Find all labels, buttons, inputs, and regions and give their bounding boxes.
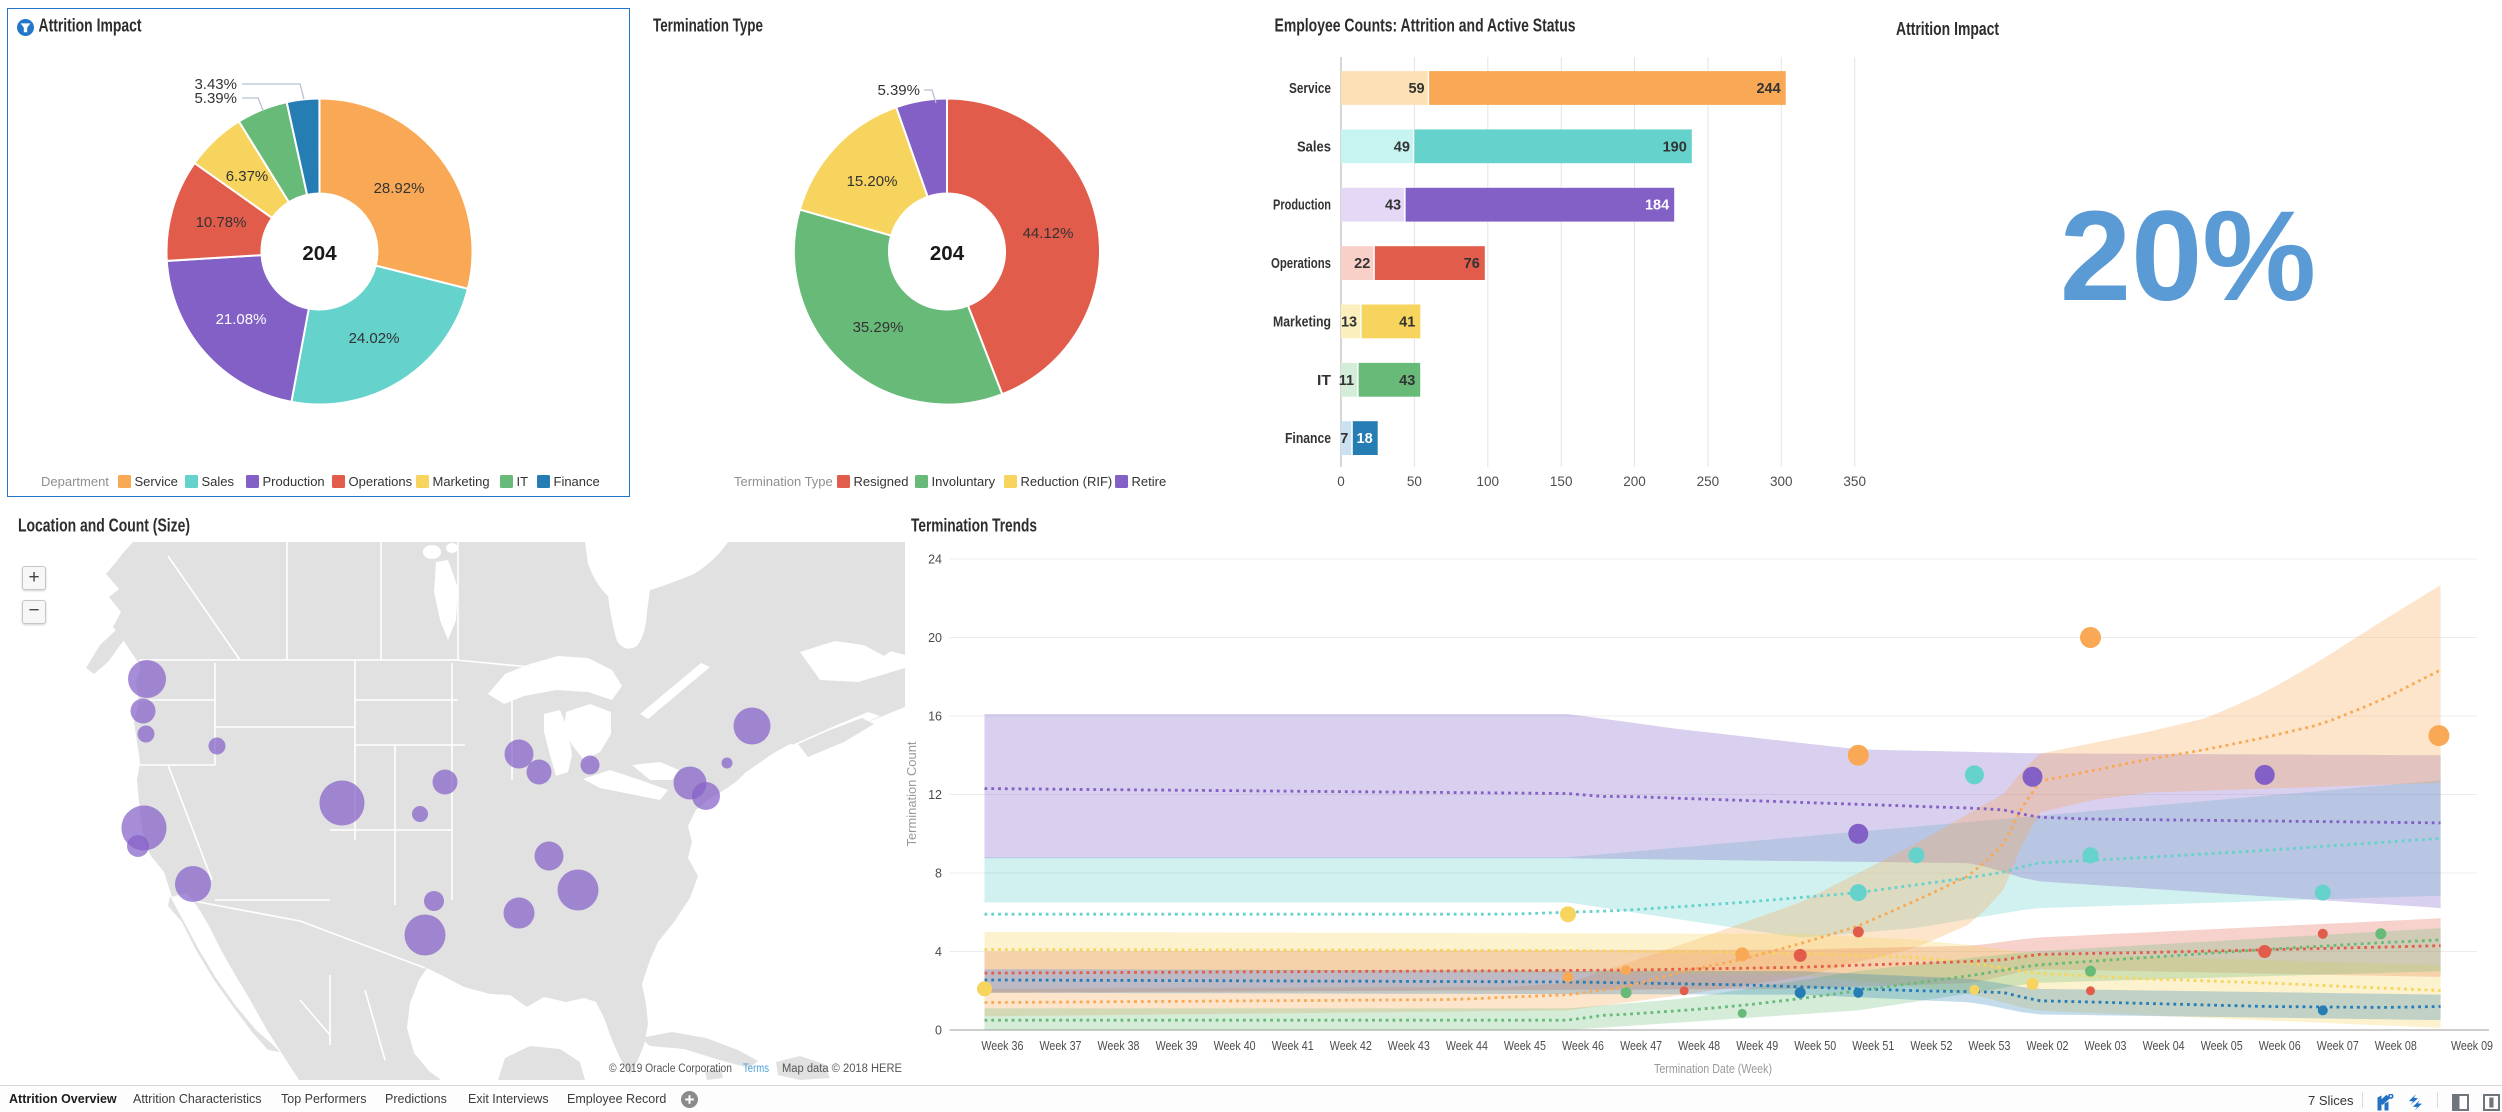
svg-text:Week 36: Week 36 [981, 1038, 1023, 1053]
svg-text:Week 37: Week 37 [1040, 1038, 1082, 1053]
svg-text:18: 18 [1357, 431, 1373, 447]
svg-text:204: 204 [302, 242, 337, 265]
svg-text:50: 50 [1407, 474, 1422, 489]
svg-text:Week 39: Week 39 [1156, 1038, 1198, 1053]
svg-text:244: 244 [1756, 81, 1780, 97]
svg-text:11: 11 [1339, 373, 1354, 389]
svg-text:24.02%: 24.02% [349, 330, 400, 347]
svg-text:Employee Counts: Attrition and: Employee Counts: Attrition and Active St… [1275, 15, 1576, 35]
svg-text:44.12%: 44.12% [1023, 225, 1074, 242]
svg-text:0: 0 [935, 1024, 942, 1038]
svg-text:Week 06: Week 06 [2259, 1038, 2301, 1053]
svg-text:© 2019 Oracle Corporation: © 2019 Oracle Corporation [609, 1063, 732, 1075]
svg-text:Week 52: Week 52 [1910, 1038, 1952, 1053]
svg-text:Finance: Finance [1285, 431, 1331, 447]
svg-text:Week 08: Week 08 [2375, 1038, 2417, 1053]
svg-text:Week 47: Week 47 [1620, 1038, 1662, 1053]
svg-text:Operations: Operations [1271, 256, 1331, 272]
svg-text:49: 49 [1394, 139, 1410, 155]
svg-text:Week 43: Week 43 [1388, 1038, 1430, 1053]
svg-text:13: 13 [1341, 314, 1357, 330]
svg-text:Week 38: Week 38 [1098, 1038, 1140, 1053]
svg-text:12: 12 [928, 788, 942, 802]
svg-text:300: 300 [1770, 474, 1793, 489]
svg-text:Week 03: Week 03 [2085, 1038, 2127, 1053]
svg-text:350: 350 [1843, 474, 1866, 489]
svg-text:Sales: Sales [1297, 139, 1331, 155]
svg-text:Map data © 2018 HERE: Map data © 2018 HERE [782, 1063, 902, 1075]
svg-text:59: 59 [1408, 81, 1424, 97]
svg-text:6.37%: 6.37% [226, 168, 269, 185]
svg-text:204: 204 [930, 242, 965, 265]
svg-text:8: 8 [935, 867, 942, 881]
svg-text:Attrition Impact: Attrition Impact [39, 15, 142, 35]
svg-text:Week 02: Week 02 [2027, 1038, 2069, 1053]
svg-text:Week 42: Week 42 [1330, 1038, 1372, 1053]
svg-text:Week 09: Week 09 [2451, 1038, 2493, 1053]
svg-text:Week 53: Week 53 [1968, 1038, 2010, 1053]
svg-text:5.39%: 5.39% [877, 82, 920, 99]
svg-text:4: 4 [935, 945, 942, 959]
svg-text:35.29%: 35.29% [853, 319, 904, 336]
svg-text:28.92%: 28.92% [374, 180, 425, 197]
svg-text:43: 43 [1399, 373, 1415, 389]
svg-text:Week 07: Week 07 [2317, 1038, 2359, 1053]
svg-text:Week 40: Week 40 [1214, 1038, 1256, 1053]
svg-text:Week 45: Week 45 [1504, 1038, 1546, 1053]
svg-text:Week 50: Week 50 [1794, 1038, 1836, 1053]
svg-text:150: 150 [1550, 474, 1573, 489]
svg-text:Week 49: Week 49 [1736, 1038, 1778, 1053]
svg-text:Attrition Impact: Attrition Impact [1896, 19, 1999, 39]
svg-text:Week 04: Week 04 [2143, 1038, 2185, 1053]
svg-text:3.43%: 3.43% [194, 76, 237, 93]
svg-text:Terms: Terms [743, 1063, 769, 1075]
svg-text:24: 24 [928, 553, 942, 567]
svg-text:10.78%: 10.78% [196, 214, 247, 231]
svg-text:Week 05: Week 05 [2201, 1038, 2243, 1053]
svg-text:16: 16 [928, 710, 942, 724]
svg-text:Week 48: Week 48 [1678, 1038, 1720, 1053]
svg-text:Termination Count: Termination Count [905, 741, 919, 847]
svg-text:Week 51: Week 51 [1852, 1038, 1894, 1053]
svg-text:15.20%: 15.20% [847, 173, 898, 190]
svg-text:Location and Count (Size): Location and Count (Size) [18, 516, 190, 536]
svg-text:200: 200 [1623, 474, 1646, 489]
svg-text:184: 184 [1645, 198, 1669, 214]
svg-text:IT: IT [1317, 373, 1331, 389]
svg-text:7: 7 [1340, 431, 1348, 447]
svg-text:Termination Type: Termination Type [653, 15, 763, 35]
svg-text:Week 44: Week 44 [1446, 1038, 1488, 1053]
svg-text:Termination Date (Week): Termination Date (Week) [1654, 1062, 1772, 1076]
svg-text:5.39%: 5.39% [194, 90, 237, 107]
svg-text:76: 76 [1464, 256, 1480, 272]
svg-text:21.08%: 21.08% [216, 311, 267, 328]
svg-text:250: 250 [1697, 474, 1720, 489]
svg-text:41: 41 [1399, 314, 1415, 330]
svg-text:Marketing: Marketing [1273, 314, 1331, 330]
svg-text:190: 190 [1663, 139, 1687, 155]
svg-text:Week 46: Week 46 [1562, 1038, 1604, 1053]
svg-text:Week 41: Week 41 [1272, 1038, 1314, 1053]
svg-text:Termination Trends: Termination Trends [911, 516, 1037, 536]
svg-text:22: 22 [1354, 256, 1370, 272]
svg-text:43: 43 [1385, 198, 1401, 214]
svg-text:100: 100 [1477, 474, 1500, 489]
svg-text:Production: Production [1273, 198, 1331, 214]
svg-text:Service: Service [1289, 81, 1331, 97]
svg-text:20: 20 [928, 631, 942, 645]
svg-text:0: 0 [1337, 474, 1345, 489]
